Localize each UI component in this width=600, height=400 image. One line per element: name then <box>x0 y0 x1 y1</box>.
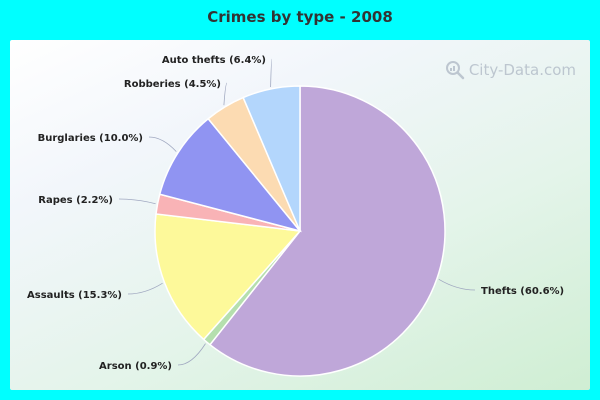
chart-title: Crimes by type - 2008 <box>207 8 393 26</box>
slice-label-rapes: Rapes (2.2%) <box>38 195 113 206</box>
pie-slice-burglaries <box>158 117 303 233</box>
slice-label-burglaries: Burglaries (10.0%) <box>38 133 143 144</box>
pie-chart: Thefts (60.6%) Arson (0.9%) Assaults (15.3… <box>27 55 564 377</box>
leader-line-burglaries <box>148 136 177 152</box>
slice-label-auto-thefts: Auto thefts (6.4%) <box>162 55 266 66</box>
watermark-text: City-Data.com <box>468 61 576 79</box>
magnifier-icon <box>445 61 465 80</box>
chart-panel: Thefts (60.6%) Arson (0.9%) Assaults (15.3… <box>10 40 590 390</box>
leader-line-robberies <box>223 82 228 106</box>
slice-label-thefts: Thefts (60.6%) <box>481 286 564 297</box>
pie-slice-assaults <box>154 213 302 341</box>
slice-label-assaults: Assaults (15.3%) <box>27 290 122 301</box>
pie-slice-auto-thefts <box>242 85 301 232</box>
slice-label-robberies: Robberies (4.5%) <box>124 79 221 90</box>
leader-line-rapes <box>118 198 156 205</box>
leader-line-auto-thefts <box>270 58 273 88</box>
watermark: City-Data.com <box>445 60 576 80</box>
slice-label-arson: Arson (0.9%) <box>99 361 172 372</box>
leader-line-arson <box>177 343 206 366</box>
leader-line-thefts <box>438 278 476 291</box>
pie-slice-thefts <box>208 85 446 377</box>
leader-line-assaults <box>127 282 163 295</box>
